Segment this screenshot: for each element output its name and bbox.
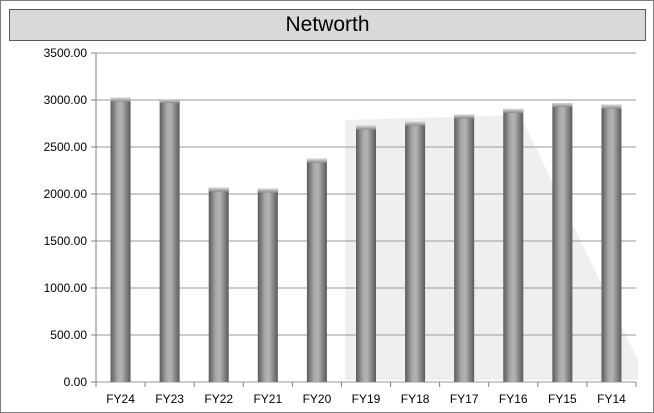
bar-fy15 [552, 103, 573, 383]
y-tick-label: 2500.00 [44, 140, 88, 154]
y-tick-label: 3000.00 [44, 93, 88, 107]
bar-body [356, 125, 376, 383]
x-tick-label: FY16 [499, 392, 528, 406]
y-tick-label: 1500.00 [44, 234, 88, 248]
x-tick-label: FY18 [401, 392, 430, 406]
bar-fy22 [208, 187, 229, 382]
bar-fy20 [306, 158, 327, 382]
bar-cap [454, 114, 475, 119]
bar-cap [552, 103, 573, 108]
x-tick-label: FY19 [352, 392, 381, 406]
bar-body [601, 104, 622, 382]
bar-fy23 [159, 99, 180, 382]
y-tick-label: 2000.00 [44, 187, 88, 201]
bar-cap [601, 104, 622, 109]
bar-fy18 [405, 121, 426, 383]
x-tick-label: FY24 [106, 392, 135, 406]
bar-cap [159, 99, 180, 104]
bar-body [208, 187, 229, 382]
bar-cap [503, 108, 524, 113]
y-tick-label: 3500.00 [44, 46, 88, 60]
x-tick-label: FY15 [548, 392, 577, 406]
bar-fy14 [601, 104, 622, 382]
bar-cap [356, 125, 376, 130]
y-tick-label: 0.00 [64, 375, 88, 389]
bar-fy21 [257, 188, 278, 382]
bar-cap [208, 187, 229, 192]
bar-cap [405, 121, 426, 126]
bar-fy17 [454, 114, 475, 382]
bar-body [405, 121, 426, 383]
bar-cap [257, 188, 278, 193]
bar-fy19 [356, 125, 376, 383]
x-tick-label: FY20 [303, 392, 332, 406]
x-tick-label: FY21 [253, 392, 282, 406]
bar-body [110, 97, 131, 383]
y-tick-label: 500.00 [50, 328, 87, 342]
bar-body [454, 114, 475, 382]
x-tick-label: FY14 [597, 392, 626, 406]
x-tick-label: FY22 [204, 392, 233, 406]
background-wedge [345, 115, 638, 380]
bar-body [503, 108, 524, 383]
y-tick-label: 1000.00 [44, 281, 88, 295]
bar-body [306, 158, 327, 382]
bar-fy16 [503, 108, 524, 383]
x-tick-label: FY23 [155, 392, 184, 406]
bar-cap [110, 97, 131, 102]
bar-body [257, 188, 278, 382]
x-tick-label: FY17 [450, 392, 479, 406]
bar-body [159, 99, 180, 382]
bar-body [552, 103, 573, 383]
chart-title: Networth [9, 9, 646, 41]
bar-cap [306, 158, 327, 163]
bar-fy24 [110, 97, 131, 383]
